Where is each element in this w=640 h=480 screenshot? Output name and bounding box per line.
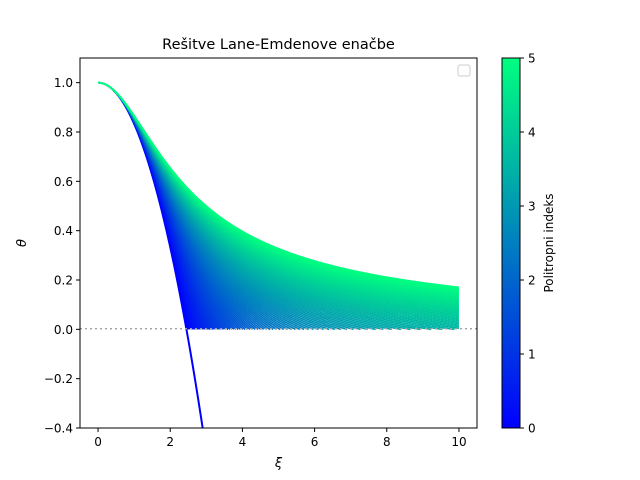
plot-frame bbox=[79, 57, 478, 429]
y-tick-label: 0.2 bbox=[54, 274, 73, 288]
y-tick-label: −0.2 bbox=[44, 372, 73, 386]
colorbar-label: Politropni indeks bbox=[542, 193, 556, 292]
x-tick-label: 0 bbox=[94, 435, 102, 449]
x-axis: 0 2 4 6 8 10 bbox=[94, 428, 467, 449]
x-tick-label: 8 bbox=[383, 435, 391, 449]
colorbar-tick-label: 2 bbox=[528, 274, 536, 288]
y-axis: −0.4 −0.2 0.0 0.2 0.4 0.6 0.8 1.0 bbox=[44, 76, 80, 436]
colorbar-tick-label: 5 bbox=[528, 52, 536, 66]
x-tick-label: 6 bbox=[311, 435, 319, 449]
colorbar-tick-label: 1 bbox=[528, 348, 536, 362]
curve-family bbox=[98, 81, 460, 428]
x-tick-label: 2 bbox=[166, 435, 174, 449]
colorbar-tick-label: 4 bbox=[528, 126, 536, 140]
chart-title: Rešitve Lane-Emdenove enačbe bbox=[162, 37, 395, 53]
legend-box bbox=[457, 64, 471, 77]
y-tick-label: −0.4 bbox=[44, 422, 73, 436]
colorbar-tick-label: 3 bbox=[528, 200, 536, 214]
y-tick-label: 0.4 bbox=[54, 224, 73, 238]
x-tick-label: 10 bbox=[451, 435, 466, 449]
colorbar bbox=[501, 57, 521, 429]
colorbar-axis: 0 1 2 3 4 5 bbox=[520, 52, 536, 436]
x-tick-label: 4 bbox=[239, 435, 247, 449]
y-tick-label: 0.0 bbox=[54, 323, 73, 337]
y-tick-label: 0.6 bbox=[54, 175, 73, 189]
y-axis-label: θ bbox=[15, 239, 30, 247]
y-tick-label: 0.8 bbox=[54, 126, 73, 140]
x-axis-label: ξ bbox=[274, 456, 283, 471]
y-tick-label: 1.0 bbox=[54, 76, 73, 90]
solution-curve bbox=[98, 81, 460, 289]
colorbar-tick-label: 0 bbox=[528, 422, 536, 436]
